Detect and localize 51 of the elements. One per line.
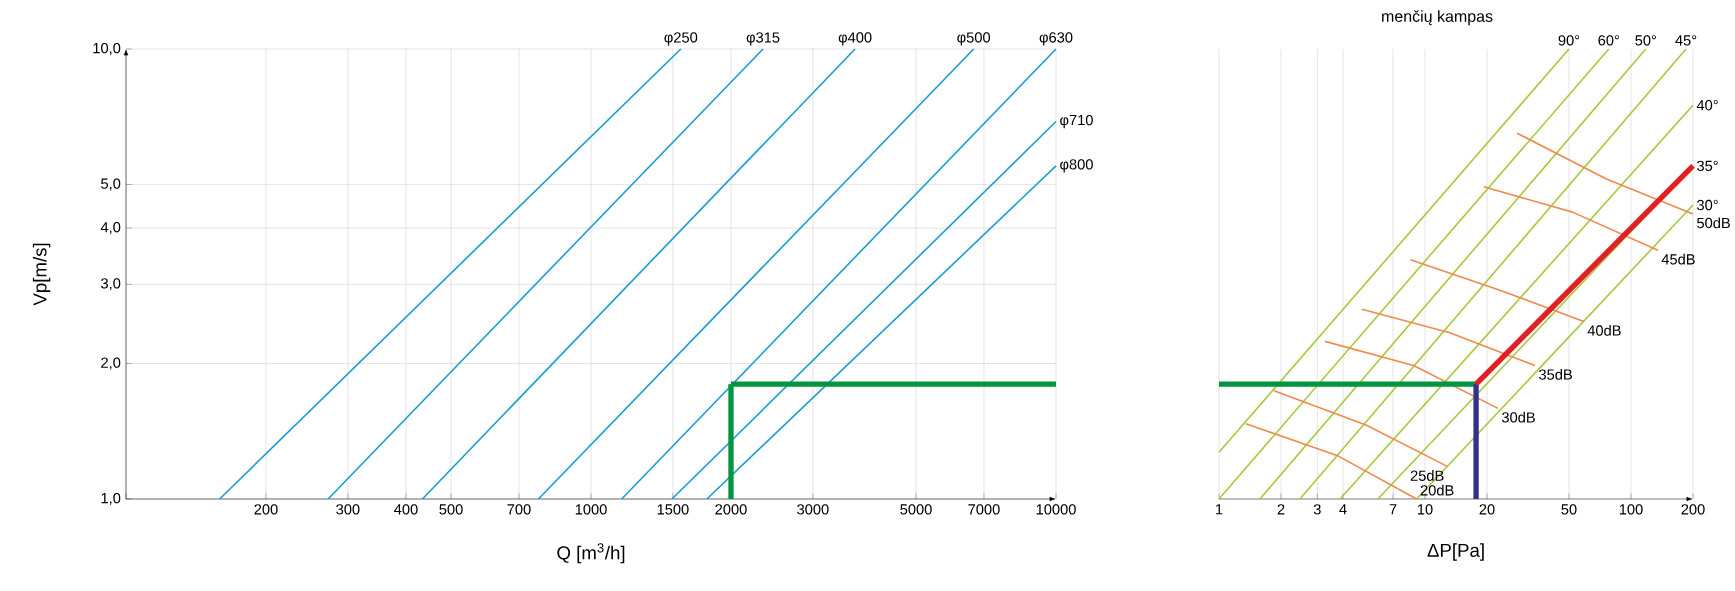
series-label: 30°: [1697, 199, 1718, 211]
x-tick-label: 7: [1389, 504, 1397, 515]
series-label: φ315: [746, 32, 780, 46]
series-label: 50°: [1635, 35, 1656, 46]
series-label: 40dB: [1587, 324, 1621, 336]
x-tick-label: 5000: [900, 504, 932, 515]
y-tick-label: 5,0: [101, 178, 121, 191]
series-label: φ630: [1039, 32, 1073, 46]
x-tick-label: 3000: [797, 504, 829, 515]
x-axis-title: Q [m$^{3}$/h]: [557, 543, 625, 564]
y-tick-label: 4,0: [100, 222, 121, 235]
series-label: 35dB: [1539, 368, 1572, 380]
series-label: 90°: [1558, 35, 1580, 46]
y-tick-label: 10,0: [93, 42, 121, 56]
y-axis-title: Vp[m/s]: [32, 243, 51, 306]
x-tick-label: 7000: [968, 504, 1000, 515]
x-axis-title: ΔP[Pa]: [1427, 543, 1484, 561]
x-tick-label: 3: [1313, 504, 1321, 515]
series-label: 45°: [1675, 35, 1697, 46]
x-tick-label: 500: [439, 504, 463, 515]
x-tick-label: 100: [1619, 504, 1643, 515]
series-label: 35°: [1697, 160, 1718, 172]
y-tick-label: 2,0: [101, 357, 121, 370]
x-tick-label: 200: [1681, 504, 1705, 515]
y-tick-label: 1,0: [101, 492, 121, 506]
x-tick-label: 2000: [715, 504, 747, 515]
x-tick-label: 1: [1216, 504, 1223, 515]
text: menčių kampas: [1382, 10, 1493, 26]
x-tick-label: 200: [254, 504, 278, 515]
x-tick-label: 700: [507, 504, 531, 515]
series-label: φ250: [664, 32, 698, 46]
series-label: φ710: [1060, 114, 1093, 129]
x-tick-label: 10: [1417, 504, 1433, 515]
x-tick-label: 1000: [575, 504, 607, 515]
x-tick-label: 2: [1277, 504, 1285, 515]
series-label: 40°: [1696, 100, 1718, 111]
series-label: φ400: [838, 32, 872, 46]
x-tick-label: 50: [1561, 504, 1577, 515]
series-label: φ800: [1060, 159, 1093, 173]
x-tick-label: 1500: [657, 504, 689, 515]
y-tick-label: 3,0: [101, 278, 121, 291]
series-label: 45dB: [1661, 253, 1695, 265]
x-tick-label: 300: [336, 504, 360, 515]
series-label: 30dB: [1501, 411, 1535, 423]
x-tick-label: 20: [1479, 504, 1495, 515]
series-label: 60°: [1598, 35, 1619, 46]
x-tick-label: 10000: [1036, 504, 1076, 515]
series-label: φ500: [957, 32, 991, 46]
x-tick-label: 4: [1339, 504, 1347, 515]
x-tick-label: 400: [394, 504, 418, 515]
series-label: 50dB: [1697, 217, 1730, 229]
